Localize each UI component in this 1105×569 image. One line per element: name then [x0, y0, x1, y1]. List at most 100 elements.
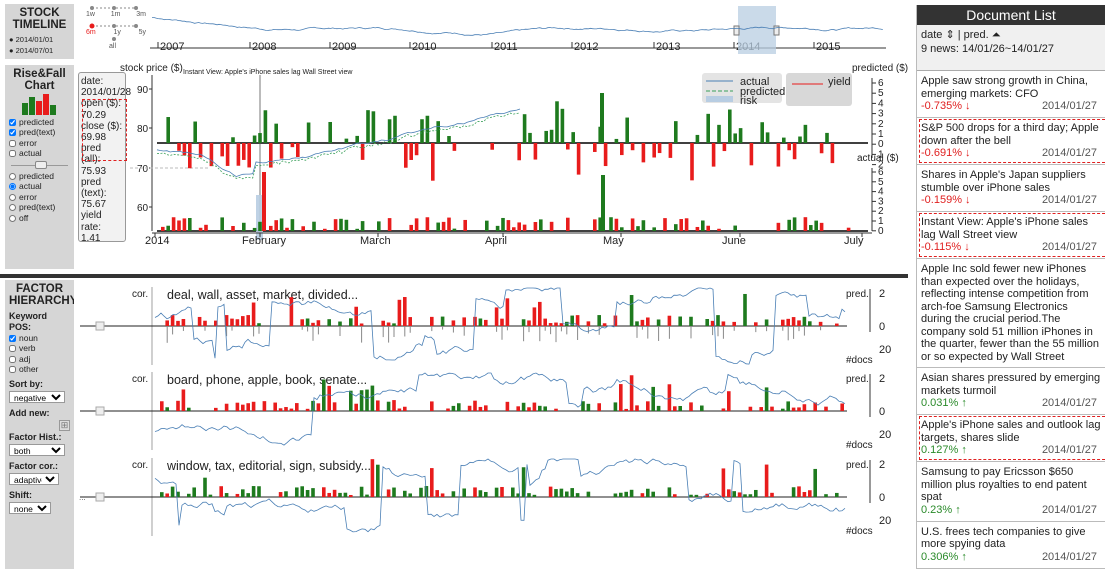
- rise-fall-logo-icon: [21, 94, 56, 115]
- span-1w[interactable]: 1w: [86, 11, 95, 18]
- factor-bar-down: [727, 391, 731, 411]
- rf-radio-input[interactable]: [9, 193, 16, 201]
- factor-bar-up: [176, 491, 180, 497]
- doc-item[interactable]: Samsung to pay Ericsson $650 million plu…: [917, 462, 1105, 517]
- actual-bar-down: [679, 219, 683, 231]
- rf-check-input[interactable]: [9, 118, 16, 126]
- doc-item[interactable]: Shares in Apple's Japan suppliers stumbl…: [917, 165, 1105, 207]
- legend-risk-label: risk: [740, 95, 758, 107]
- factor-bar-up: [440, 316, 445, 326]
- doc-separator: [917, 254, 1105, 259]
- span-5y[interactable]: 5y: [138, 29, 146, 36]
- pos-check-input[interactable]: [9, 366, 16, 374]
- doc-separator: [917, 363, 1105, 368]
- doc-item[interactable]: Apple Inc sold fewer new iPhones than ex…: [917, 259, 1105, 363]
- rf-radio-input[interactable]: [9, 183, 16, 191]
- slider-handle[interactable]: [35, 161, 47, 169]
- doc-item[interactable]: Apple saw strong growth in China, emergi…: [917, 71, 1105, 113]
- rf-check-input[interactable]: [9, 150, 16, 158]
- rf-radio-error[interactable]: error: [9, 192, 70, 203]
- shift-select[interactable]: none: [9, 502, 51, 514]
- rise-fall-title-2: Chart: [24, 80, 55, 92]
- predicted-bar-up: [528, 132, 532, 143]
- rf-check-error[interactable]: error: [9, 138, 70, 149]
- factor-hist-select[interactable]: both: [9, 444, 65, 456]
- factor-bar-up: [478, 318, 483, 326]
- rf-radio-off[interactable]: off: [9, 213, 70, 224]
- pos-check-input[interactable]: [9, 345, 16, 353]
- actual-bar-down: [663, 218, 667, 231]
- rise-fall-slider[interactable]: [9, 159, 70, 171]
- span-1m[interactable]: 1m: [110, 11, 121, 18]
- rf-radio-predicted[interactable]: predicted: [9, 171, 70, 182]
- factor-bar-down: [640, 319, 645, 326]
- actual-bar-down: [409, 224, 413, 231]
- factor-hist-label: Factor Hist.:: [9, 432, 62, 442]
- rf-radio-input[interactable]: [9, 214, 16, 222]
- predicted-bar-up: [328, 121, 332, 143]
- span-1y[interactable]: 1y: [113, 29, 121, 36]
- factor-bar-down: [532, 307, 537, 326]
- span-6m[interactable]: 6m: [86, 29, 96, 36]
- add-factor-icon[interactable]: ⊞: [59, 420, 70, 431]
- pos-check-verb[interactable]: verb: [9, 343, 70, 355]
- doc-item[interactable]: Instant View: Apple's iPhone sales lag W…: [917, 212, 1105, 257]
- rf-check-input[interactable]: [9, 139, 16, 147]
- doc-item[interactable]: S&P 500 drops for a third day; Apple dow…: [917, 118, 1105, 163]
- range-start[interactable]: ● 2014/01/01: [9, 35, 54, 44]
- rf-radio-predtext[interactable]: pred(text): [9, 202, 70, 214]
- predicted-price-line: [156, 112, 521, 180]
- factor-bar-up: [613, 402, 618, 411]
- pos-check-other[interactable]: other: [9, 364, 70, 376]
- doc-change: 0.23% ↑: [921, 503, 961, 516]
- annotation-text: Instant View: Apple's iPhone sales lag W…: [183, 69, 353, 76]
- predicted-bar-up: [798, 136, 802, 143]
- rf-check-predtext[interactable]: pred(text): [9, 127, 70, 139]
- factor-bar-up: [748, 494, 753, 497]
- factor-bar-up: [656, 405, 661, 411]
- factor-bar-up: [791, 487, 796, 497]
- rf-radio-actual[interactable]: actual: [9, 181, 70, 193]
- factor-bar-down: [397, 299, 402, 326]
- predicted-bar-down: [431, 143, 435, 181]
- doc-item[interactable]: U.S. frees tech companies to give more s…: [917, 522, 1105, 564]
- factor-bar-up: [581, 401, 585, 411]
- factor-bar-down: [840, 403, 844, 411]
- factor-bar-down: [430, 401, 434, 411]
- factor-bar-up: [224, 493, 229, 497]
- rf-check-actual[interactable]: actual: [9, 148, 70, 160]
- factor-bar-down: [835, 323, 839, 326]
- actual-bar-down: [566, 217, 570, 231]
- factor-cor-select[interactable]: adaptive: [9, 473, 59, 485]
- pos-check-input[interactable]: [9, 334, 16, 342]
- timespan-selector: 1w 1m 3m 6m 1y 5y all: [86, 4, 146, 54]
- rf-radio-input[interactable]: [9, 204, 16, 212]
- legend-actual-label: actual: [740, 76, 769, 88]
- doclist-sort[interactable]: date ⇕ | pred. ⏶: [921, 29, 1001, 41]
- predicted-bar-up: [366, 110, 370, 143]
- factor-bar-down: [548, 323, 553, 326]
- rf-radio-input[interactable]: [9, 172, 16, 180]
- factor-bar-up: [689, 494, 693, 497]
- actual-bar-up: [539, 219, 543, 231]
- doc-title: U.S. frees tech companies to give more s…: [921, 525, 1086, 551]
- rf-check-predicted[interactable]: predicted: [9, 117, 70, 128]
- pos-check-input[interactable]: [9, 355, 16, 363]
- range-end[interactable]: ● 2014/07/01: [9, 46, 54, 55]
- span-all[interactable]: all: [109, 43, 117, 50]
- span-3m[interactable]: 3m: [136, 11, 146, 18]
- predicted-bar-up: [803, 124, 808, 143]
- pos-check-noun[interactable]: noun: [9, 333, 70, 344]
- factor-bar-down: [478, 406, 483, 411]
- pos-check-adj[interactable]: adj: [9, 354, 70, 365]
- factor-bar-down: [381, 320, 385, 326]
- doc-change: -0.115% ↓: [921, 241, 970, 253]
- factor-bar-up: [327, 319, 331, 326]
- doc-item[interactable]: Apple's iPhone sales and outlook lag tar…: [917, 415, 1105, 460]
- factor-bar-up: [586, 403, 591, 411]
- rf-check-input[interactable]: [9, 129, 16, 137]
- sort-by-select[interactable]: negative: [9, 391, 65, 403]
- factor-bar-down: [332, 489, 337, 497]
- doc-item[interactable]: Asian shares pressured by emerging marke…: [917, 368, 1105, 410]
- right-top-tick: 3: [878, 109, 884, 120]
